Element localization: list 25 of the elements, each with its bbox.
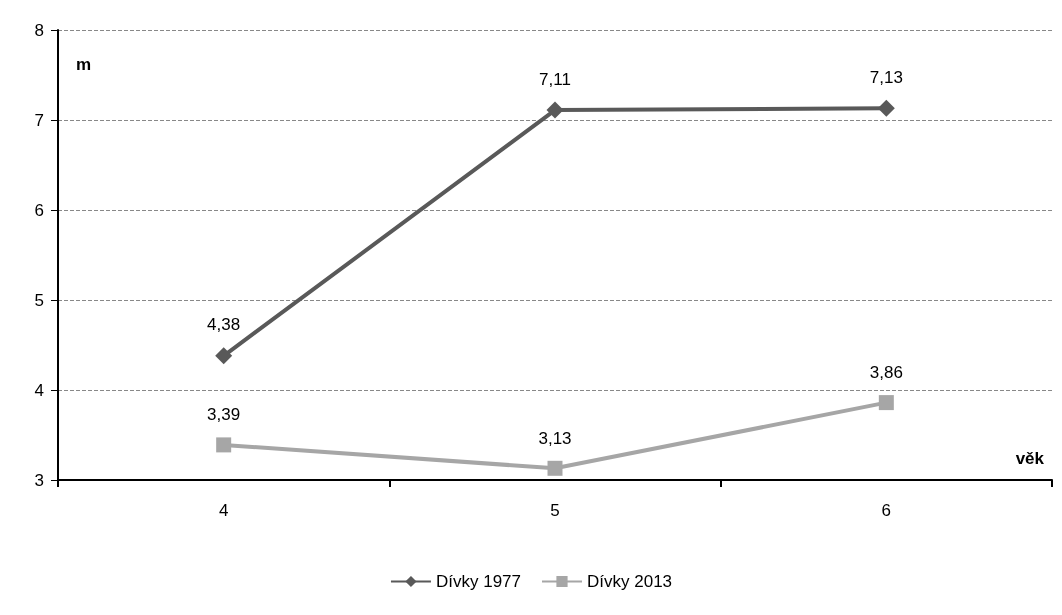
y-tick-label: 6 [34, 200, 44, 220]
x-tick-label: 5 [550, 501, 560, 520]
point [215, 347, 233, 365]
data-label: 3,13 [538, 428, 572, 448]
data-label: 3,39 [207, 405, 241, 425]
y-tick-label: 7 [34, 110, 44, 130]
legend-label: Dívky 2013 [587, 572, 673, 591]
data-label: 7,11 [539, 69, 571, 89]
y-tick-label: 3 [34, 470, 44, 490]
x-tick-label: 6 [881, 501, 892, 520]
point [877, 99, 895, 117]
point [546, 101, 564, 119]
point [547, 460, 563, 476]
y-tick-label: 8 [34, 20, 44, 40]
x-axis-title: věk [1015, 449, 1045, 468]
point [216, 437, 232, 453]
x-tick-label: 4 [218, 501, 229, 520]
data-label: 7,13 [869, 67, 903, 87]
y-tick-label: 5 [34, 290, 44, 310]
point [878, 395, 894, 411]
data-label: 4,38 [207, 315, 241, 335]
y-tick-label: 4 [34, 380, 44, 400]
y-axis-title: m [76, 55, 92, 74]
data-label: 3,86 [869, 363, 903, 383]
legend-label: Dívky 1977 [435, 572, 522, 591]
